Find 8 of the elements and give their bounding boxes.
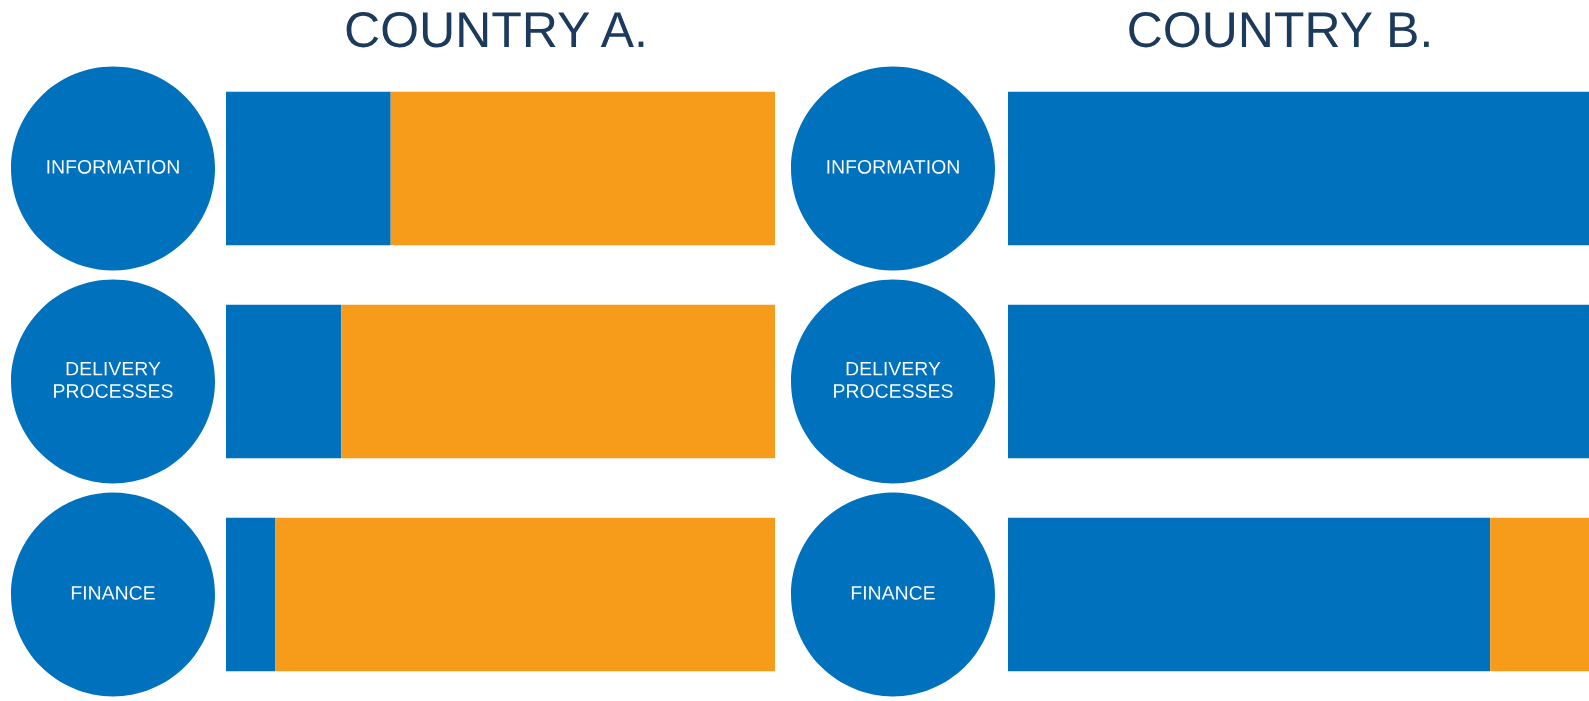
y-tick-label: INFORMATION [827,159,959,174]
chart-title: COUNTRY A. [346,12,644,48]
y-tick-label: INFORMATION [47,159,179,174]
y-tick-label: FINANCE [71,585,155,600]
y-tick-label: FINANCE [851,585,935,600]
y-tick-label: DELIVERY PROCESSES [54,361,173,398]
y-tick-label: DELIVERY PROCESSES [834,361,953,398]
chart-title: COUNTRY B. [1129,12,1429,48]
